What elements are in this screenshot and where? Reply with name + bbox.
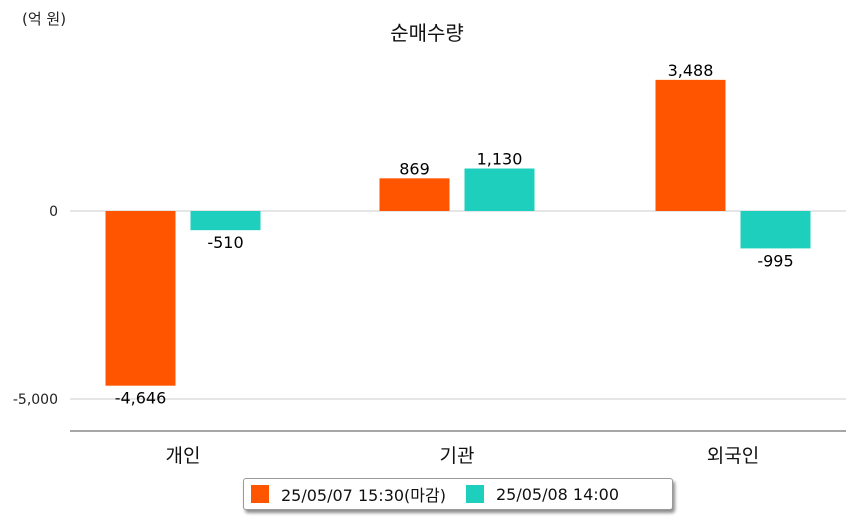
- y-tick-label: -5,000: [13, 392, 58, 408]
- data-label: 869: [399, 159, 430, 178]
- legend-item-series-1[interactable]: 25/05/07 15:30(마감): [251, 482, 446, 506]
- bar: [464, 168, 535, 211]
- bar: [655, 79, 726, 211]
- data-label: 3,488: [668, 61, 714, 80]
- data-label: 1,130: [477, 150, 523, 169]
- y-tick-label: 0: [49, 204, 58, 220]
- chart-title: 순매수량: [390, 21, 464, 45]
- chart-legend: 25/05/07 15:30(마감) 25/05/08 14:00: [243, 478, 673, 510]
- bar: [379, 178, 450, 211]
- bar: [740, 211, 811, 249]
- legend-swatch-series-2: [465, 485, 484, 503]
- legend-label-series-2: 25/05/08 14:00: [495, 484, 620, 504]
- x-tick-label: 개인: [166, 445, 201, 467]
- legend-label-series-1: 25/05/07 15:30(마감): [281, 486, 446, 505]
- data-label: -995: [757, 251, 793, 270]
- legend-swatch-series-1: [251, 485, 269, 503]
- y-unit-label: (억 원): [22, 10, 67, 28]
- bar: [105, 211, 176, 386]
- data-label: -4,646: [115, 389, 167, 408]
- legend-item-series-2[interactable]: 25/05/08 14:00: [465, 484, 620, 504]
- x-tick-label: 기관: [440, 445, 475, 467]
- data-label: -510: [207, 233, 243, 252]
- bar: [190, 211, 261, 231]
- x-tick-label: 외국인: [707, 445, 759, 467]
